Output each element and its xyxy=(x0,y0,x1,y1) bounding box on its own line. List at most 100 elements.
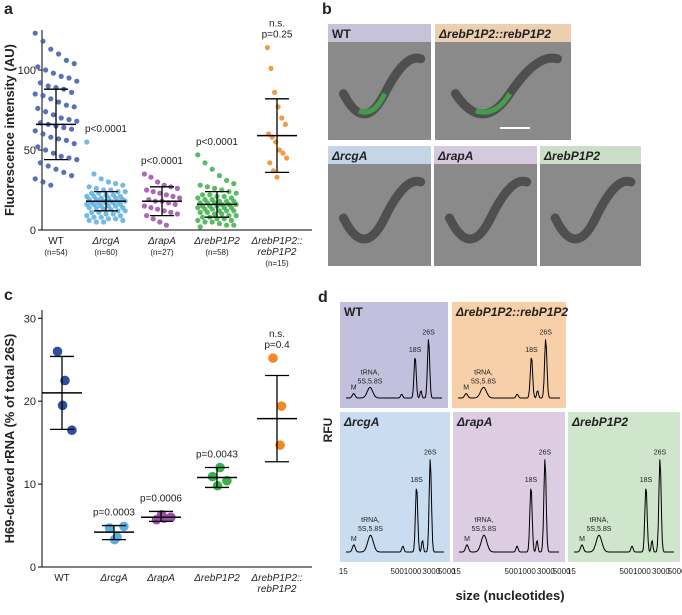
data-point xyxy=(91,214,97,220)
peak-label: tRNA, xyxy=(590,517,609,524)
x-tick-label: 5000 xyxy=(668,567,682,576)
data-point xyxy=(113,203,119,209)
data-point xyxy=(40,38,46,44)
peak-label: tRNA, xyxy=(474,369,493,376)
n-label: (n=58) xyxy=(205,248,229,257)
data-point xyxy=(264,45,270,51)
peak-label: 18S xyxy=(410,477,423,484)
p-value: p=0.0003 xyxy=(93,508,135,519)
data-point xyxy=(74,118,80,124)
peak-label: tRNA, xyxy=(475,517,494,524)
n-label: (n=15) xyxy=(265,259,289,268)
data-point xyxy=(144,213,150,219)
x-tick-label: 1000 xyxy=(518,567,536,576)
peak-label: M xyxy=(351,384,357,391)
data-point xyxy=(48,134,54,140)
data-point xyxy=(231,208,237,214)
data-point xyxy=(43,147,49,153)
data-point xyxy=(157,219,163,225)
data-point xyxy=(268,65,274,71)
trace xyxy=(346,459,444,553)
data-point xyxy=(69,126,75,132)
data-point xyxy=(50,70,57,76)
y-axis-label: H69-cleaved rRNA (% of total 26S) xyxy=(2,334,17,544)
p-value: p=0.0043 xyxy=(196,450,238,461)
p-value: n.s. xyxy=(269,19,285,30)
data-point xyxy=(63,102,69,108)
peak-label: M xyxy=(463,384,469,391)
peak-label: 26S xyxy=(539,330,552,337)
gfp xyxy=(475,92,512,115)
data-point xyxy=(56,99,62,105)
y-axis-label: Fluorescence intensity (AU) xyxy=(2,44,17,216)
data-point xyxy=(284,155,290,161)
peak-label: M xyxy=(351,536,357,543)
data-point xyxy=(150,189,156,195)
p-value: p<0.0001 xyxy=(85,124,127,135)
data-point xyxy=(157,190,163,196)
data-point xyxy=(268,353,278,363)
x-tick-label: 500 xyxy=(620,567,634,576)
micrograph-header xyxy=(435,24,571,42)
data-point xyxy=(113,181,119,187)
data-point xyxy=(50,150,57,156)
x-tick-label: rebP1P2 xyxy=(258,584,297,595)
data-point xyxy=(98,214,104,220)
data-point xyxy=(48,96,54,102)
data-point xyxy=(35,105,41,111)
data-point xyxy=(202,219,208,225)
x-tick-label: ΔrebP1P2:: xyxy=(250,573,302,584)
data-point xyxy=(91,171,97,177)
data-point xyxy=(150,216,156,222)
data-point xyxy=(63,57,69,64)
data-point xyxy=(275,440,285,450)
data-point xyxy=(98,176,104,182)
peak-label: 18S xyxy=(640,477,653,484)
peak-label: 26S xyxy=(539,449,552,456)
x-tick-label: 1000 xyxy=(404,567,422,576)
data-point xyxy=(58,153,64,159)
y-tick-label: 30 xyxy=(24,313,36,325)
worm xyxy=(338,176,426,244)
micrograph-label: ΔrapA xyxy=(437,149,473,163)
data-point xyxy=(222,475,232,486)
data-point xyxy=(67,425,77,436)
peak-label: 5S,5.8S xyxy=(472,526,497,533)
data-point xyxy=(233,213,239,219)
data-point xyxy=(74,157,80,163)
peak-label: M xyxy=(464,536,470,543)
y-tick-label: 20 xyxy=(24,396,36,408)
x-tick-label: 1000 xyxy=(633,567,651,576)
data-point xyxy=(35,64,41,70)
data-point xyxy=(224,222,230,228)
data-point xyxy=(197,182,203,188)
data-point xyxy=(224,208,230,214)
data-point xyxy=(40,93,46,99)
data-point xyxy=(56,136,62,142)
data-point xyxy=(216,221,222,227)
data-point xyxy=(104,523,115,533)
micrograph-header xyxy=(434,146,537,164)
trace-title: ΔrebP1P2 xyxy=(571,415,628,429)
data-point xyxy=(50,112,57,118)
worm xyxy=(444,176,532,244)
x-tick-label: ΔrebP1P2 xyxy=(193,236,240,247)
data-point xyxy=(195,152,201,158)
data-point xyxy=(69,173,75,179)
x-tick-label: 3000 xyxy=(422,567,440,576)
n-label: (n=27) xyxy=(150,248,174,257)
data-point xyxy=(195,205,201,211)
x-tick-label: ΔrebP1P2 xyxy=(193,573,240,584)
x-tick-label: ΔrapA xyxy=(147,236,176,247)
data-point xyxy=(209,219,215,225)
data-point xyxy=(177,195,183,201)
y-tick-label: 10 xyxy=(24,479,36,491)
data-point xyxy=(40,179,46,185)
data-point xyxy=(37,80,44,86)
x-axis-label: size (nucleotides) xyxy=(455,588,564,603)
trace xyxy=(459,459,559,553)
data-point xyxy=(43,109,49,115)
micrograph xyxy=(328,24,431,140)
data-point xyxy=(267,160,273,166)
data-point xyxy=(155,179,161,185)
